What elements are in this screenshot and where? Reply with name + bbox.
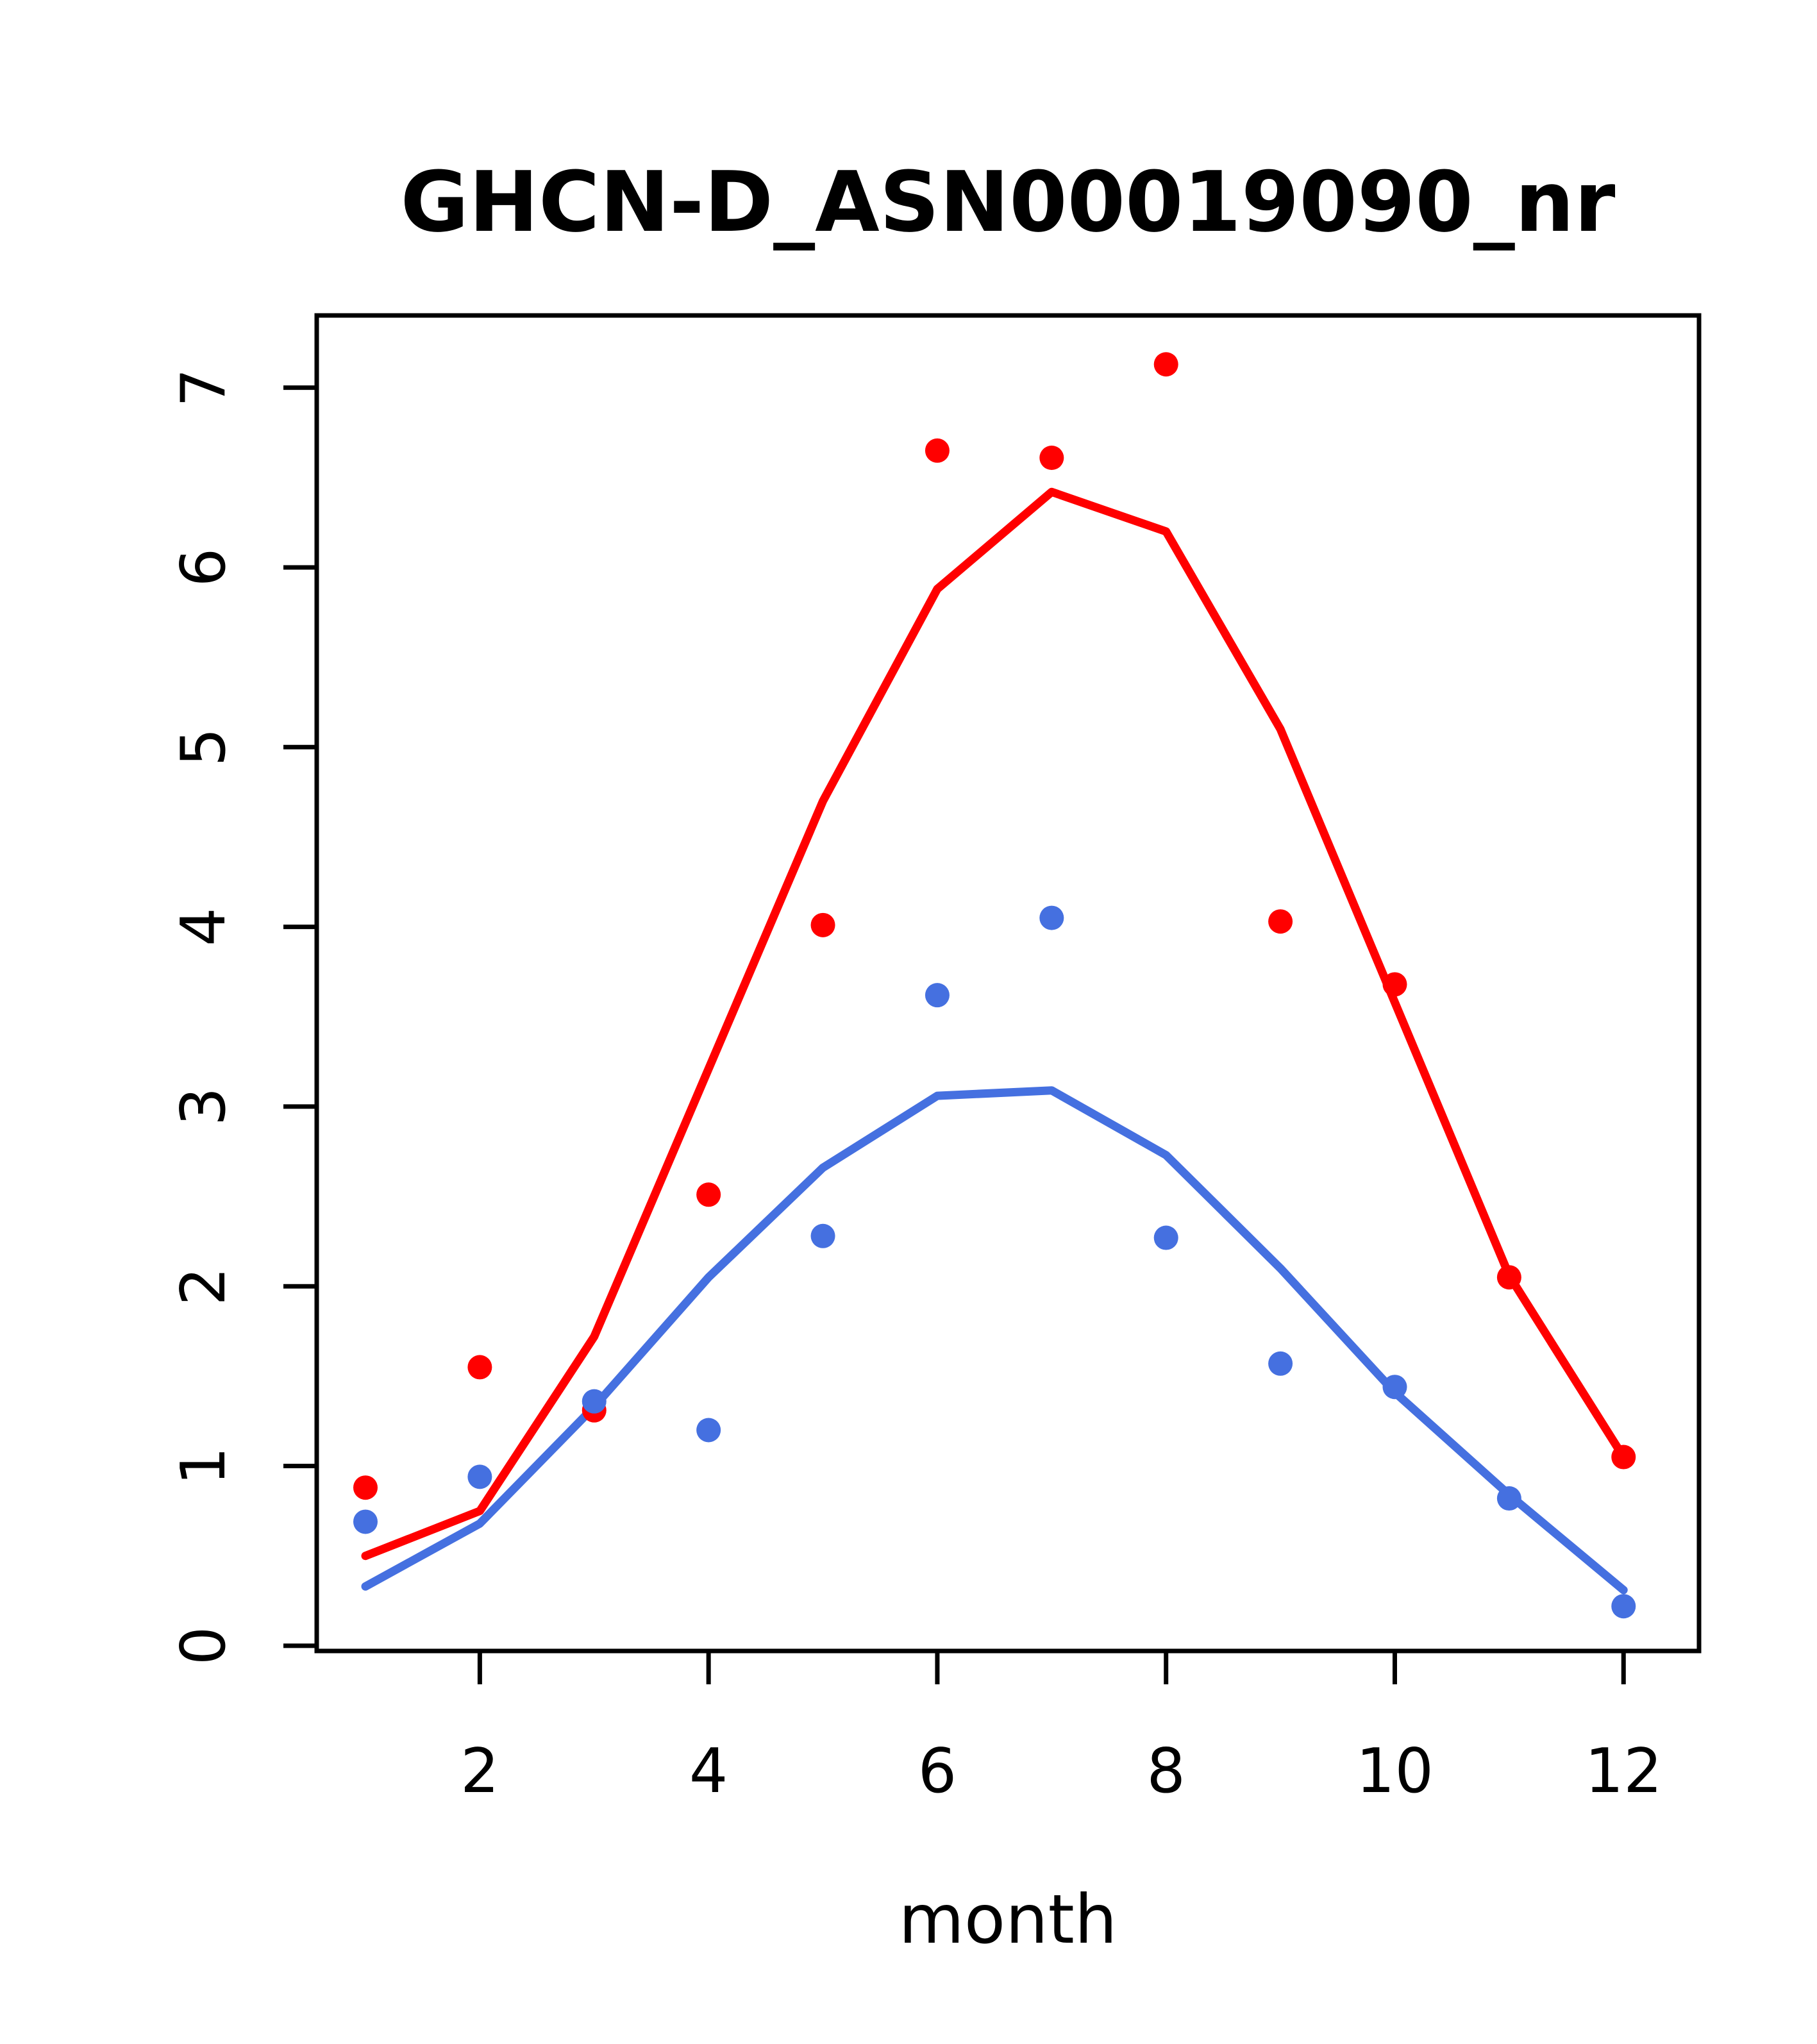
red-point bbox=[810, 912, 835, 937]
y-tick-label: 5 bbox=[169, 728, 239, 766]
x-axis-label: month bbox=[899, 1881, 1118, 1959]
red-point bbox=[1382, 972, 1407, 997]
blue-point bbox=[1496, 1486, 1521, 1511]
chart-series-layer bbox=[353, 352, 1636, 1619]
x-tick-label: 4 bbox=[689, 1736, 728, 1807]
x-tick-label: 8 bbox=[1146, 1736, 1185, 1807]
plot-border bbox=[314, 313, 1702, 1654]
red-point bbox=[1039, 446, 1064, 471]
x-tick-label: 12 bbox=[1585, 1736, 1662, 1807]
y-tick-label: 1 bbox=[169, 1446, 239, 1485]
red-point bbox=[1268, 909, 1293, 934]
y-tick-label: 3 bbox=[169, 1087, 239, 1126]
y-tick-label: 2 bbox=[169, 1267, 239, 1305]
y-tick-label: 0 bbox=[169, 1627, 239, 1665]
y-tick-label: 4 bbox=[169, 907, 239, 946]
x-tick-label: 10 bbox=[1356, 1736, 1434, 1807]
red-point bbox=[1153, 352, 1178, 377]
y-tick-label: 7 bbox=[169, 368, 239, 406]
blue-point bbox=[582, 1389, 607, 1414]
blue-point bbox=[1268, 1351, 1293, 1376]
red-point bbox=[925, 438, 950, 463]
blue-point bbox=[925, 983, 950, 1008]
red-point bbox=[696, 1182, 721, 1207]
red-point bbox=[1496, 1265, 1521, 1290]
x-tick-label: 2 bbox=[460, 1736, 499, 1807]
red-point bbox=[1611, 1445, 1636, 1470]
blue-point bbox=[810, 1223, 835, 1248]
red-point bbox=[353, 1475, 378, 1500]
red-point bbox=[467, 1355, 492, 1380]
blue-point bbox=[353, 1509, 378, 1534]
blue-point bbox=[467, 1464, 492, 1489]
chart-title: GHCN-D_ASN00019090_nr bbox=[401, 153, 1616, 251]
blue-point bbox=[1382, 1375, 1407, 1400]
blue-point bbox=[1153, 1225, 1178, 1250]
red-line bbox=[361, 487, 1628, 1561]
blue-line bbox=[361, 1086, 1628, 1595]
y-tick-label: 6 bbox=[169, 548, 239, 587]
x-tick-label: 6 bbox=[918, 1736, 957, 1807]
blue-point bbox=[696, 1418, 721, 1443]
blue-point bbox=[1611, 1594, 1636, 1619]
blue-point bbox=[1039, 905, 1064, 930]
